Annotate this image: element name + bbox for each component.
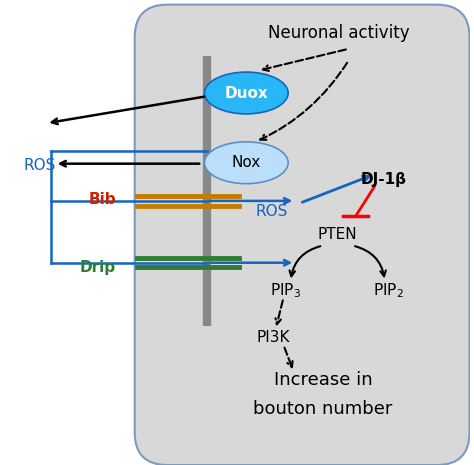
Text: PTEN: PTEN bbox=[317, 227, 357, 242]
Text: ROS: ROS bbox=[23, 158, 55, 173]
Text: Nox: Nox bbox=[232, 155, 261, 170]
Text: ROS: ROS bbox=[255, 204, 288, 219]
Text: bouton number: bouton number bbox=[253, 400, 393, 418]
Text: DJ-1β: DJ-1β bbox=[360, 172, 407, 186]
Text: Neuronal activity: Neuronal activity bbox=[268, 24, 410, 41]
FancyBboxPatch shape bbox=[135, 5, 470, 465]
Text: Bib: Bib bbox=[88, 192, 116, 206]
Text: PIP$_2$: PIP$_2$ bbox=[373, 281, 403, 300]
Ellipse shape bbox=[204, 142, 288, 184]
Text: Drip: Drip bbox=[80, 260, 116, 275]
Ellipse shape bbox=[204, 72, 288, 114]
Text: PIP$_3$: PIP$_3$ bbox=[270, 281, 301, 300]
Text: Increase in: Increase in bbox=[273, 371, 373, 389]
Text: Duox: Duox bbox=[224, 86, 268, 100]
Text: PI3K: PI3K bbox=[256, 330, 290, 345]
